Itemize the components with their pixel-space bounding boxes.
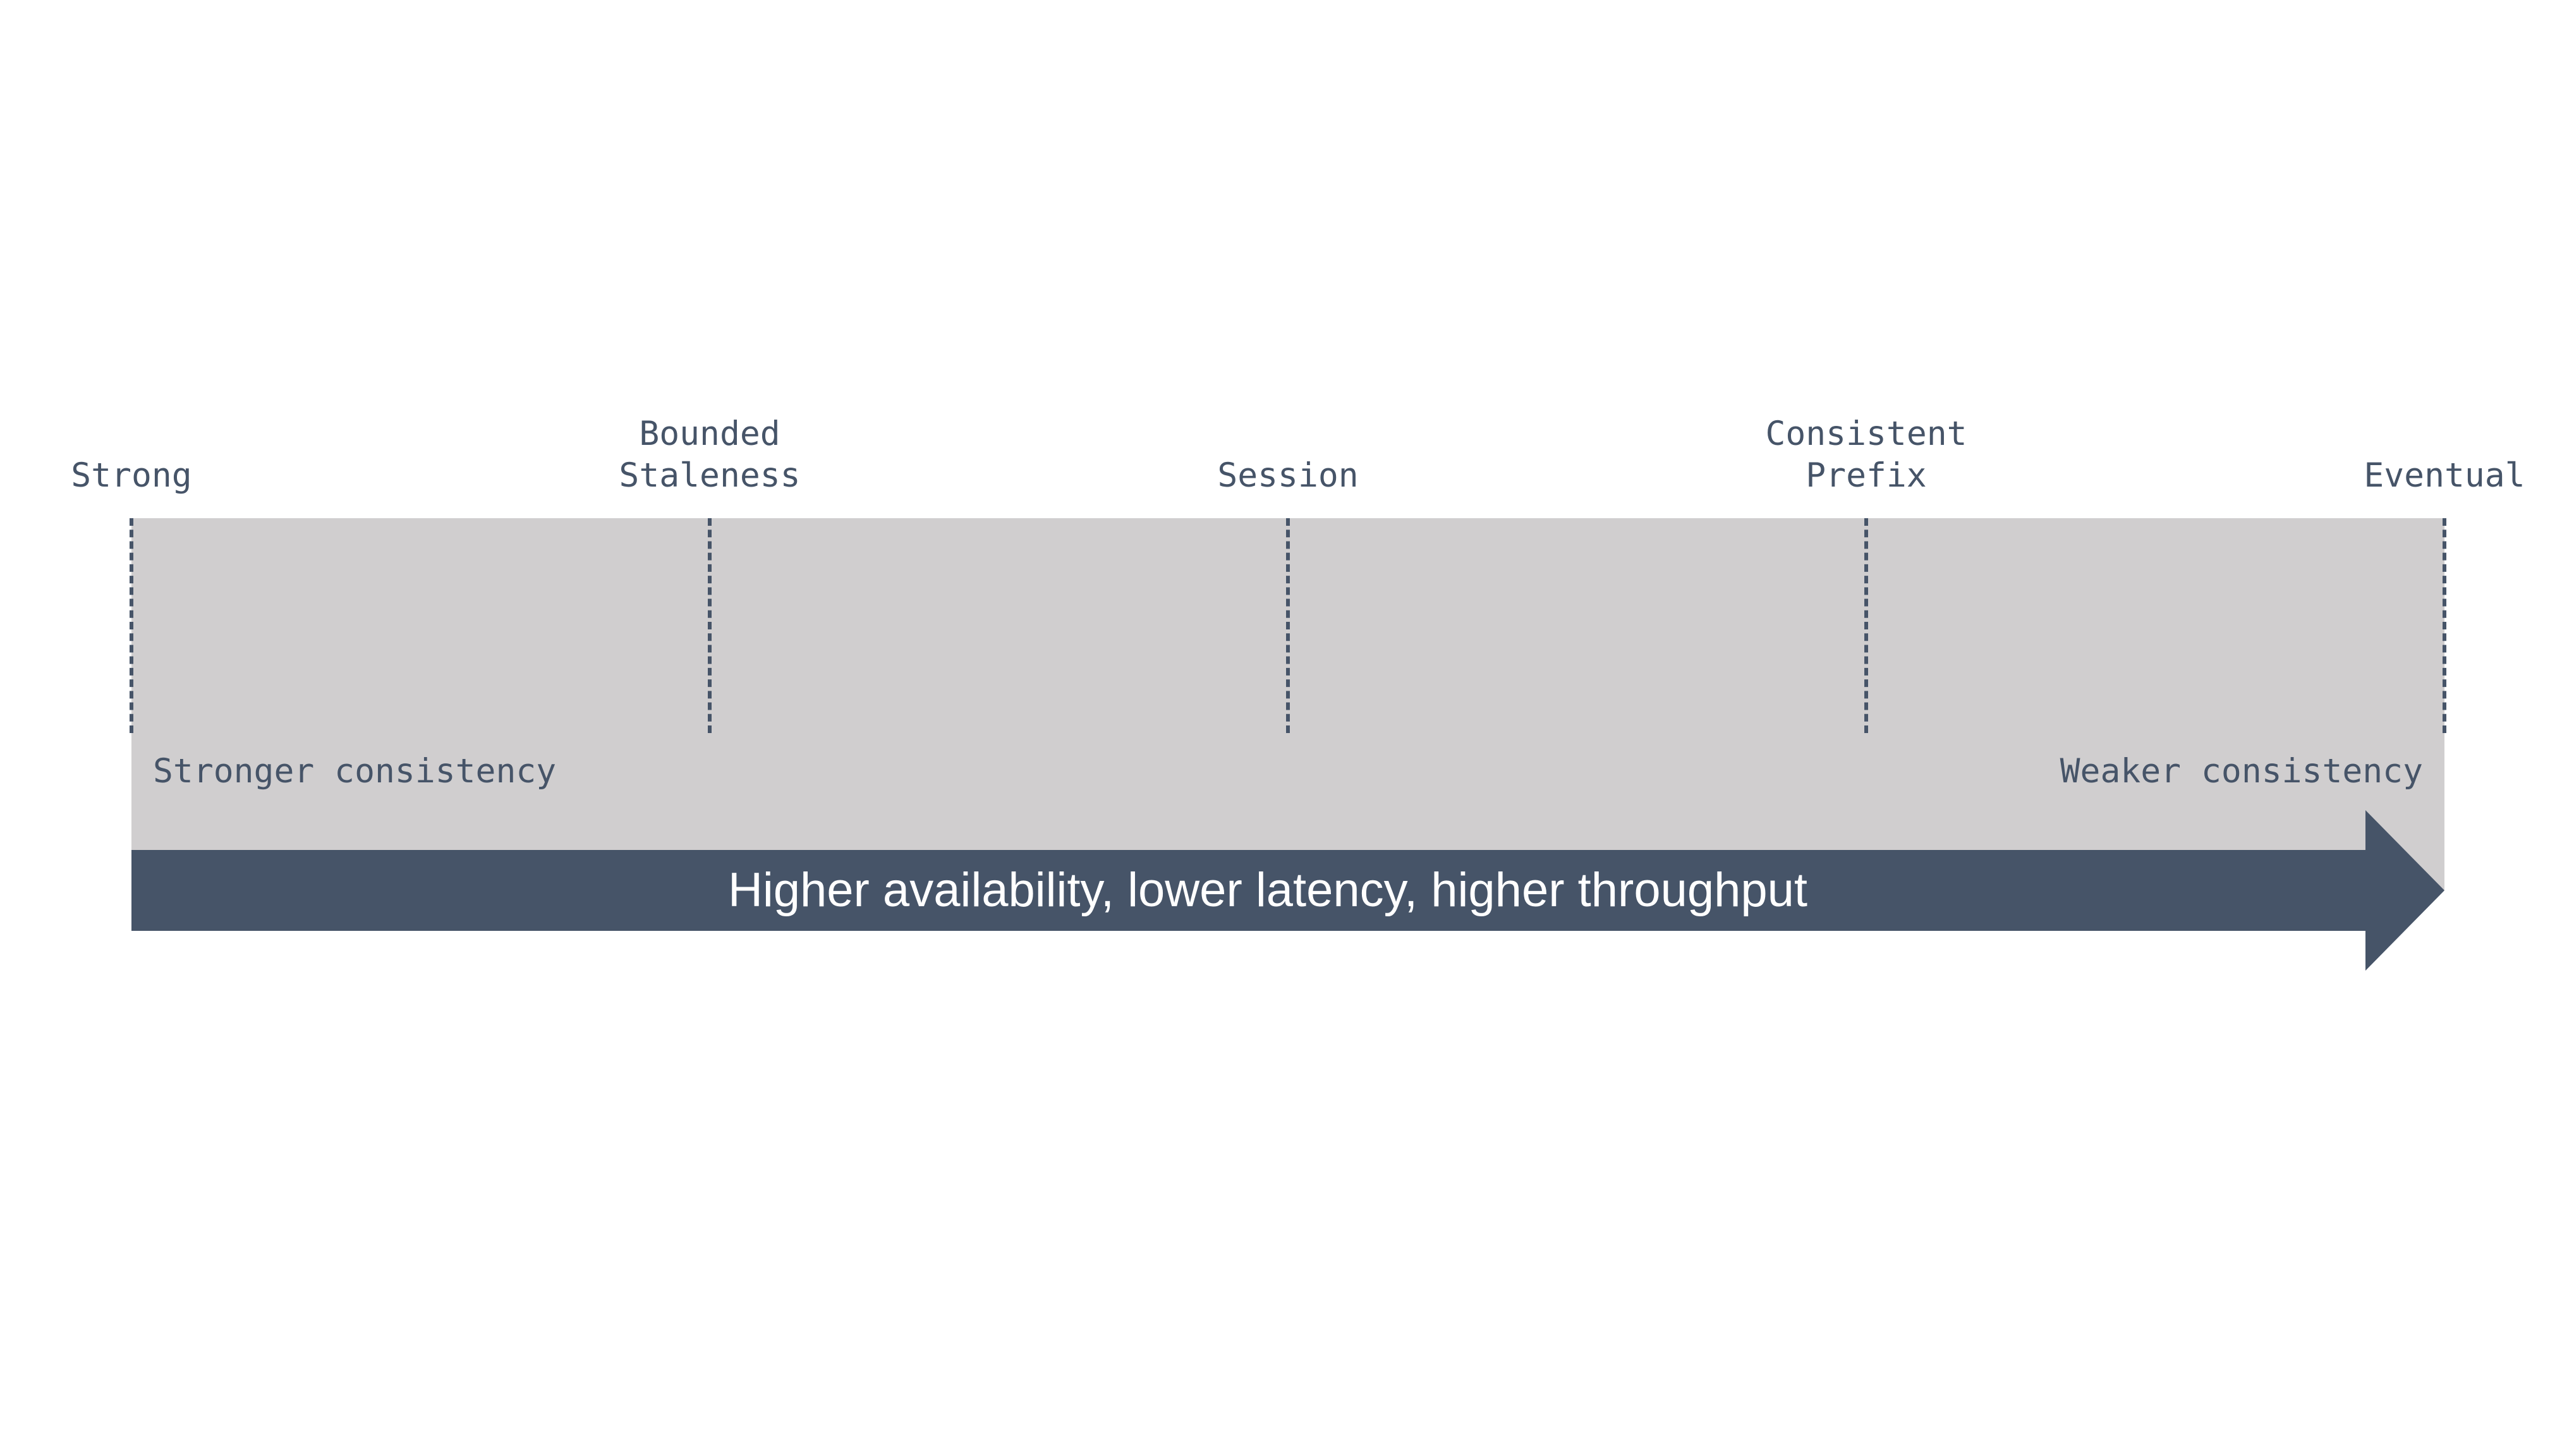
level-label-line: Prefix xyxy=(1806,456,1927,495)
level-label-eventual: Eventual xyxy=(2293,455,2562,497)
tick-session xyxy=(1286,518,1290,733)
direction-arrow xyxy=(131,810,2444,971)
level-label-line: Staleness xyxy=(619,456,801,495)
tick-eventual xyxy=(2443,518,2446,733)
level-label-session: Session xyxy=(1136,455,1440,497)
tick-strong xyxy=(130,518,133,733)
tick-bounded-staleness xyxy=(708,518,712,733)
arrow-label: Higher availability, lower latency, high… xyxy=(727,863,1808,917)
arrow-shape xyxy=(131,810,2444,971)
level-label-line: Session xyxy=(1217,456,1359,495)
level-label-strong: Strong xyxy=(0,455,283,497)
tick-consistent-prefix xyxy=(1864,518,1868,733)
level-label-line: Eventual xyxy=(2364,456,2525,495)
level-label-line: Bounded xyxy=(639,415,780,453)
stronger-consistency-caption: Stronger consistency xyxy=(153,752,557,791)
level-label-consistent-prefix: Consistent Prefix xyxy=(1715,413,2018,497)
level-label-line: Strong xyxy=(71,456,192,495)
weaker-consistency-caption: Weaker consistency xyxy=(2060,752,2423,791)
level-label-line: Consistent xyxy=(1765,415,1967,453)
level-label-bounded-staleness: Bounded Staleness xyxy=(558,413,861,497)
